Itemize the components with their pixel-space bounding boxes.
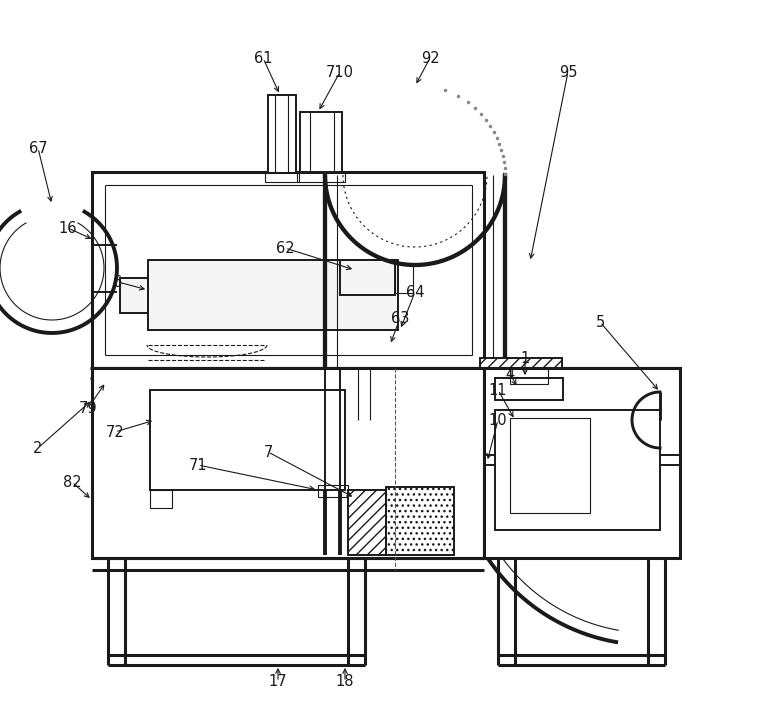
Bar bbox=[318, 485, 348, 497]
Bar bbox=[484, 368, 680, 558]
Text: 710: 710 bbox=[326, 65, 354, 79]
Bar bbox=[92, 172, 484, 368]
Bar bbox=[340, 260, 395, 295]
Bar bbox=[348, 490, 386, 555]
Bar bbox=[150, 390, 345, 490]
Bar bbox=[510, 418, 590, 513]
Text: 72: 72 bbox=[106, 425, 124, 439]
Text: 61: 61 bbox=[254, 50, 272, 66]
Text: 64: 64 bbox=[406, 284, 424, 300]
Text: 62: 62 bbox=[275, 240, 294, 256]
Text: 18: 18 bbox=[336, 675, 355, 690]
Bar bbox=[150, 490, 172, 508]
Bar bbox=[510, 368, 548, 384]
Text: 4: 4 bbox=[505, 366, 514, 382]
Text: 92: 92 bbox=[421, 50, 439, 66]
Bar bbox=[495, 378, 563, 400]
Bar bbox=[480, 358, 562, 388]
Text: 95: 95 bbox=[559, 65, 577, 79]
Text: 7: 7 bbox=[263, 444, 272, 459]
Text: 79: 79 bbox=[78, 400, 97, 415]
Bar bbox=[297, 172, 345, 182]
Text: 10: 10 bbox=[489, 413, 508, 428]
Text: 2: 2 bbox=[33, 441, 43, 456]
Text: 82: 82 bbox=[63, 474, 81, 490]
Circle shape bbox=[111, 378, 119, 386]
Text: 67: 67 bbox=[29, 140, 47, 156]
Bar bbox=[300, 112, 342, 172]
Bar bbox=[395, 263, 413, 293]
Text: 11: 11 bbox=[489, 382, 508, 397]
Bar bbox=[265, 172, 299, 182]
Text: 16: 16 bbox=[59, 220, 78, 235]
Text: 63: 63 bbox=[391, 310, 409, 325]
Text: 5: 5 bbox=[595, 315, 605, 330]
Bar bbox=[120, 278, 148, 313]
Bar bbox=[268, 95, 296, 173]
Text: 1: 1 bbox=[521, 351, 530, 366]
Text: 17: 17 bbox=[268, 675, 287, 690]
Bar bbox=[386, 487, 454, 555]
Bar bbox=[148, 260, 398, 330]
Bar bbox=[92, 368, 484, 558]
Text: 71: 71 bbox=[189, 457, 207, 472]
Bar bbox=[495, 410, 660, 530]
Text: 6: 6 bbox=[113, 274, 123, 289]
